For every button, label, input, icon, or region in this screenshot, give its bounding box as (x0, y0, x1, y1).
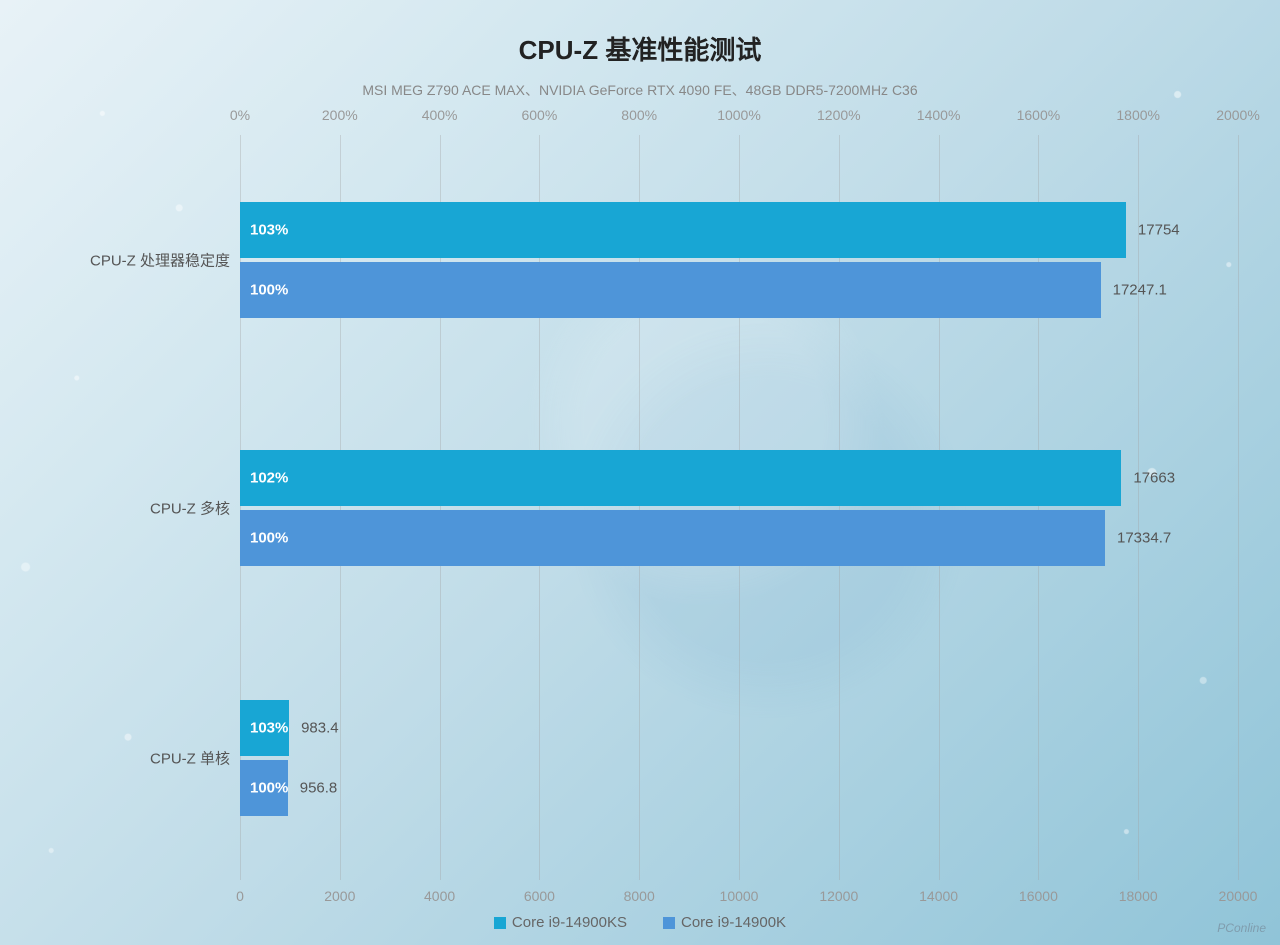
bottom-axis-tick: 6000 (524, 888, 555, 904)
bar: 103%17754 (240, 202, 1126, 258)
top-axis-tick: 2000% (1216, 107, 1260, 123)
bar-percent-label: 102% (250, 470, 288, 487)
bar-percent-label: 103% (250, 720, 288, 737)
bar: 103%983.4 (240, 700, 289, 756)
plot-area: 0% 200% 400% 600% 800% 1000% 1200% 1400% 1600% 18… (0, 0, 1280, 945)
top-axis-tick: 0% (230, 107, 250, 123)
bar-value-label: 17754 (1138, 222, 1180, 239)
bar-percent-label: 103% (250, 222, 288, 239)
bottom-axis-tick: 12000 (819, 888, 858, 904)
top-axis-tick: 1600% (1017, 107, 1061, 123)
top-axis-tick: 1800% (1116, 107, 1160, 123)
bar-percent-label: 100% (250, 282, 288, 299)
legend-swatch (494, 917, 506, 929)
top-axis-tick: 1200% (817, 107, 861, 123)
top-axis-percent: 0% 200% 400% 600% 800% 1000% 1200% 1400% 1600% 18… (0, 107, 1280, 127)
category-label: CPU-Z 多核 (150, 498, 230, 519)
category-label: CPU-Z 单核 (150, 748, 230, 769)
bar-value-label: 17247.1 (1113, 282, 1167, 299)
bar: 100%17334.7 (240, 510, 1105, 566)
watermark-text: PConline (1217, 921, 1266, 935)
bar-value-label: 956.8 (300, 780, 338, 797)
bottom-axis-tick: 2000 (324, 888, 355, 904)
bottom-axis-tick: 8000 (624, 888, 655, 904)
watermark: PConline (1217, 921, 1266, 935)
gridline (1238, 135, 1239, 880)
top-axis-tick: 1000% (717, 107, 761, 123)
gridline (1138, 135, 1139, 880)
bar: 100%956.8 (240, 760, 288, 816)
bar: 102%17663 (240, 450, 1121, 506)
top-axis-tick: 200% (322, 107, 358, 123)
legend-swatch (663, 917, 675, 929)
legend: Core i9-14900KS Core i9-14900K (0, 914, 1280, 933)
top-axis-tick: 1400% (917, 107, 961, 123)
legend-label: Core i9-14900KS (512, 914, 627, 931)
bar-percent-label: 100% (250, 530, 288, 547)
top-axis-tick: 800% (621, 107, 657, 123)
bottom-axis-tick: 16000 (1019, 888, 1058, 904)
legend-item: Core i9-14900KS (494, 914, 627, 931)
bar-value-label: 17663 (1133, 470, 1175, 487)
bottom-axis-tick: 0 (236, 888, 244, 904)
bar-value-label: 17334.7 (1117, 530, 1171, 547)
bottom-axis-tick: 10000 (720, 888, 759, 904)
legend-item: Core i9-14900K (663, 914, 786, 931)
bar-value-label: 983.4 (301, 720, 339, 737)
category-label: CPU-Z 处理器稳定度 (90, 250, 230, 271)
bar-percent-label: 100% (250, 780, 288, 797)
bottom-axis-tick: 18000 (1119, 888, 1158, 904)
bar: 100%17247.1 (240, 262, 1101, 318)
bottom-axis-tick: 4000 (424, 888, 455, 904)
bottom-axis-values: 0 2000 4000 6000 8000 10000 12000 14000 16000 180… (0, 888, 1280, 908)
legend-label: Core i9-14900K (681, 914, 786, 931)
bottom-axis-tick: 20000 (1219, 888, 1258, 904)
bottom-axis-tick: 14000 (919, 888, 958, 904)
top-axis-tick: 600% (521, 107, 557, 123)
top-axis-tick: 400% (422, 107, 458, 123)
